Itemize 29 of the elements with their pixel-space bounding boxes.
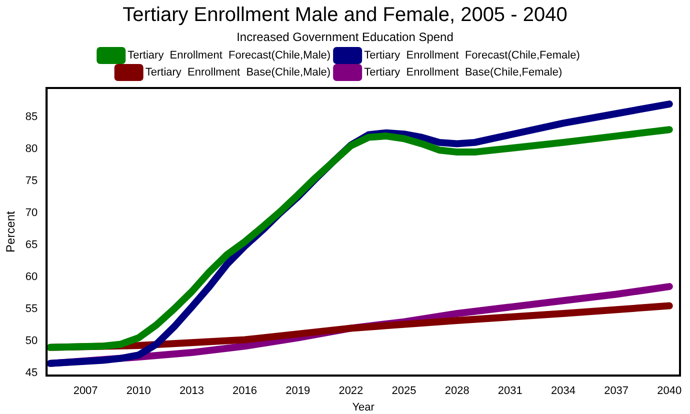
x-tick-label: 2034 bbox=[550, 385, 576, 398]
legend-label: Tertiary Enrollment Forecast(Chile,Male) bbox=[128, 50, 331, 62]
y-axis-title: Percent bbox=[4, 210, 18, 252]
y-tick-label: 50 bbox=[25, 335, 38, 348]
y-tick-label: 80 bbox=[25, 142, 38, 155]
chart-subtitle: Increased Government Education Spend bbox=[236, 30, 454, 44]
x-tick-label: 2028 bbox=[444, 385, 470, 398]
legend-label: Tertiary Enrollment Base(Chile,Female) bbox=[364, 66, 562, 79]
x-tick-label: 2025 bbox=[392, 385, 416, 398]
x-tick-label: 2019 bbox=[286, 385, 310, 398]
y-tick-label: 85 bbox=[25, 110, 38, 123]
x-tick-label: 2037 bbox=[604, 385, 629, 398]
chart-title: Tertiary Enrollment Male and Female, 2005 - 2040 bbox=[122, 4, 568, 27]
y-tick-label: 45 bbox=[25, 367, 38, 380]
x-tick-label: 2022 bbox=[338, 385, 364, 398]
x-tick-label: 2007 bbox=[73, 385, 98, 398]
legend-label: Tertiary Enrollment Forecast(Chile,Female) bbox=[364, 50, 580, 62]
x-tick-label: 2031 bbox=[498, 385, 522, 398]
y-tick-label: 60 bbox=[25, 270, 38, 283]
x-tick-label: 2010 bbox=[126, 385, 151, 398]
legend-label: Tertiary Enrollment Base(Chile,Male) bbox=[145, 66, 331, 79]
x-tick-label: 2040 bbox=[657, 385, 682, 398]
y-tick-label: 75 bbox=[25, 174, 38, 187]
x-axis-title: Year bbox=[352, 401, 375, 414]
y-tick-label: 55 bbox=[25, 303, 38, 316]
x-tick-label: 2016 bbox=[232, 385, 258, 398]
y-tick-label: 65 bbox=[25, 238, 38, 251]
x-tick-label: 2013 bbox=[179, 385, 204, 398]
y-tick-label: 70 bbox=[25, 206, 38, 219]
